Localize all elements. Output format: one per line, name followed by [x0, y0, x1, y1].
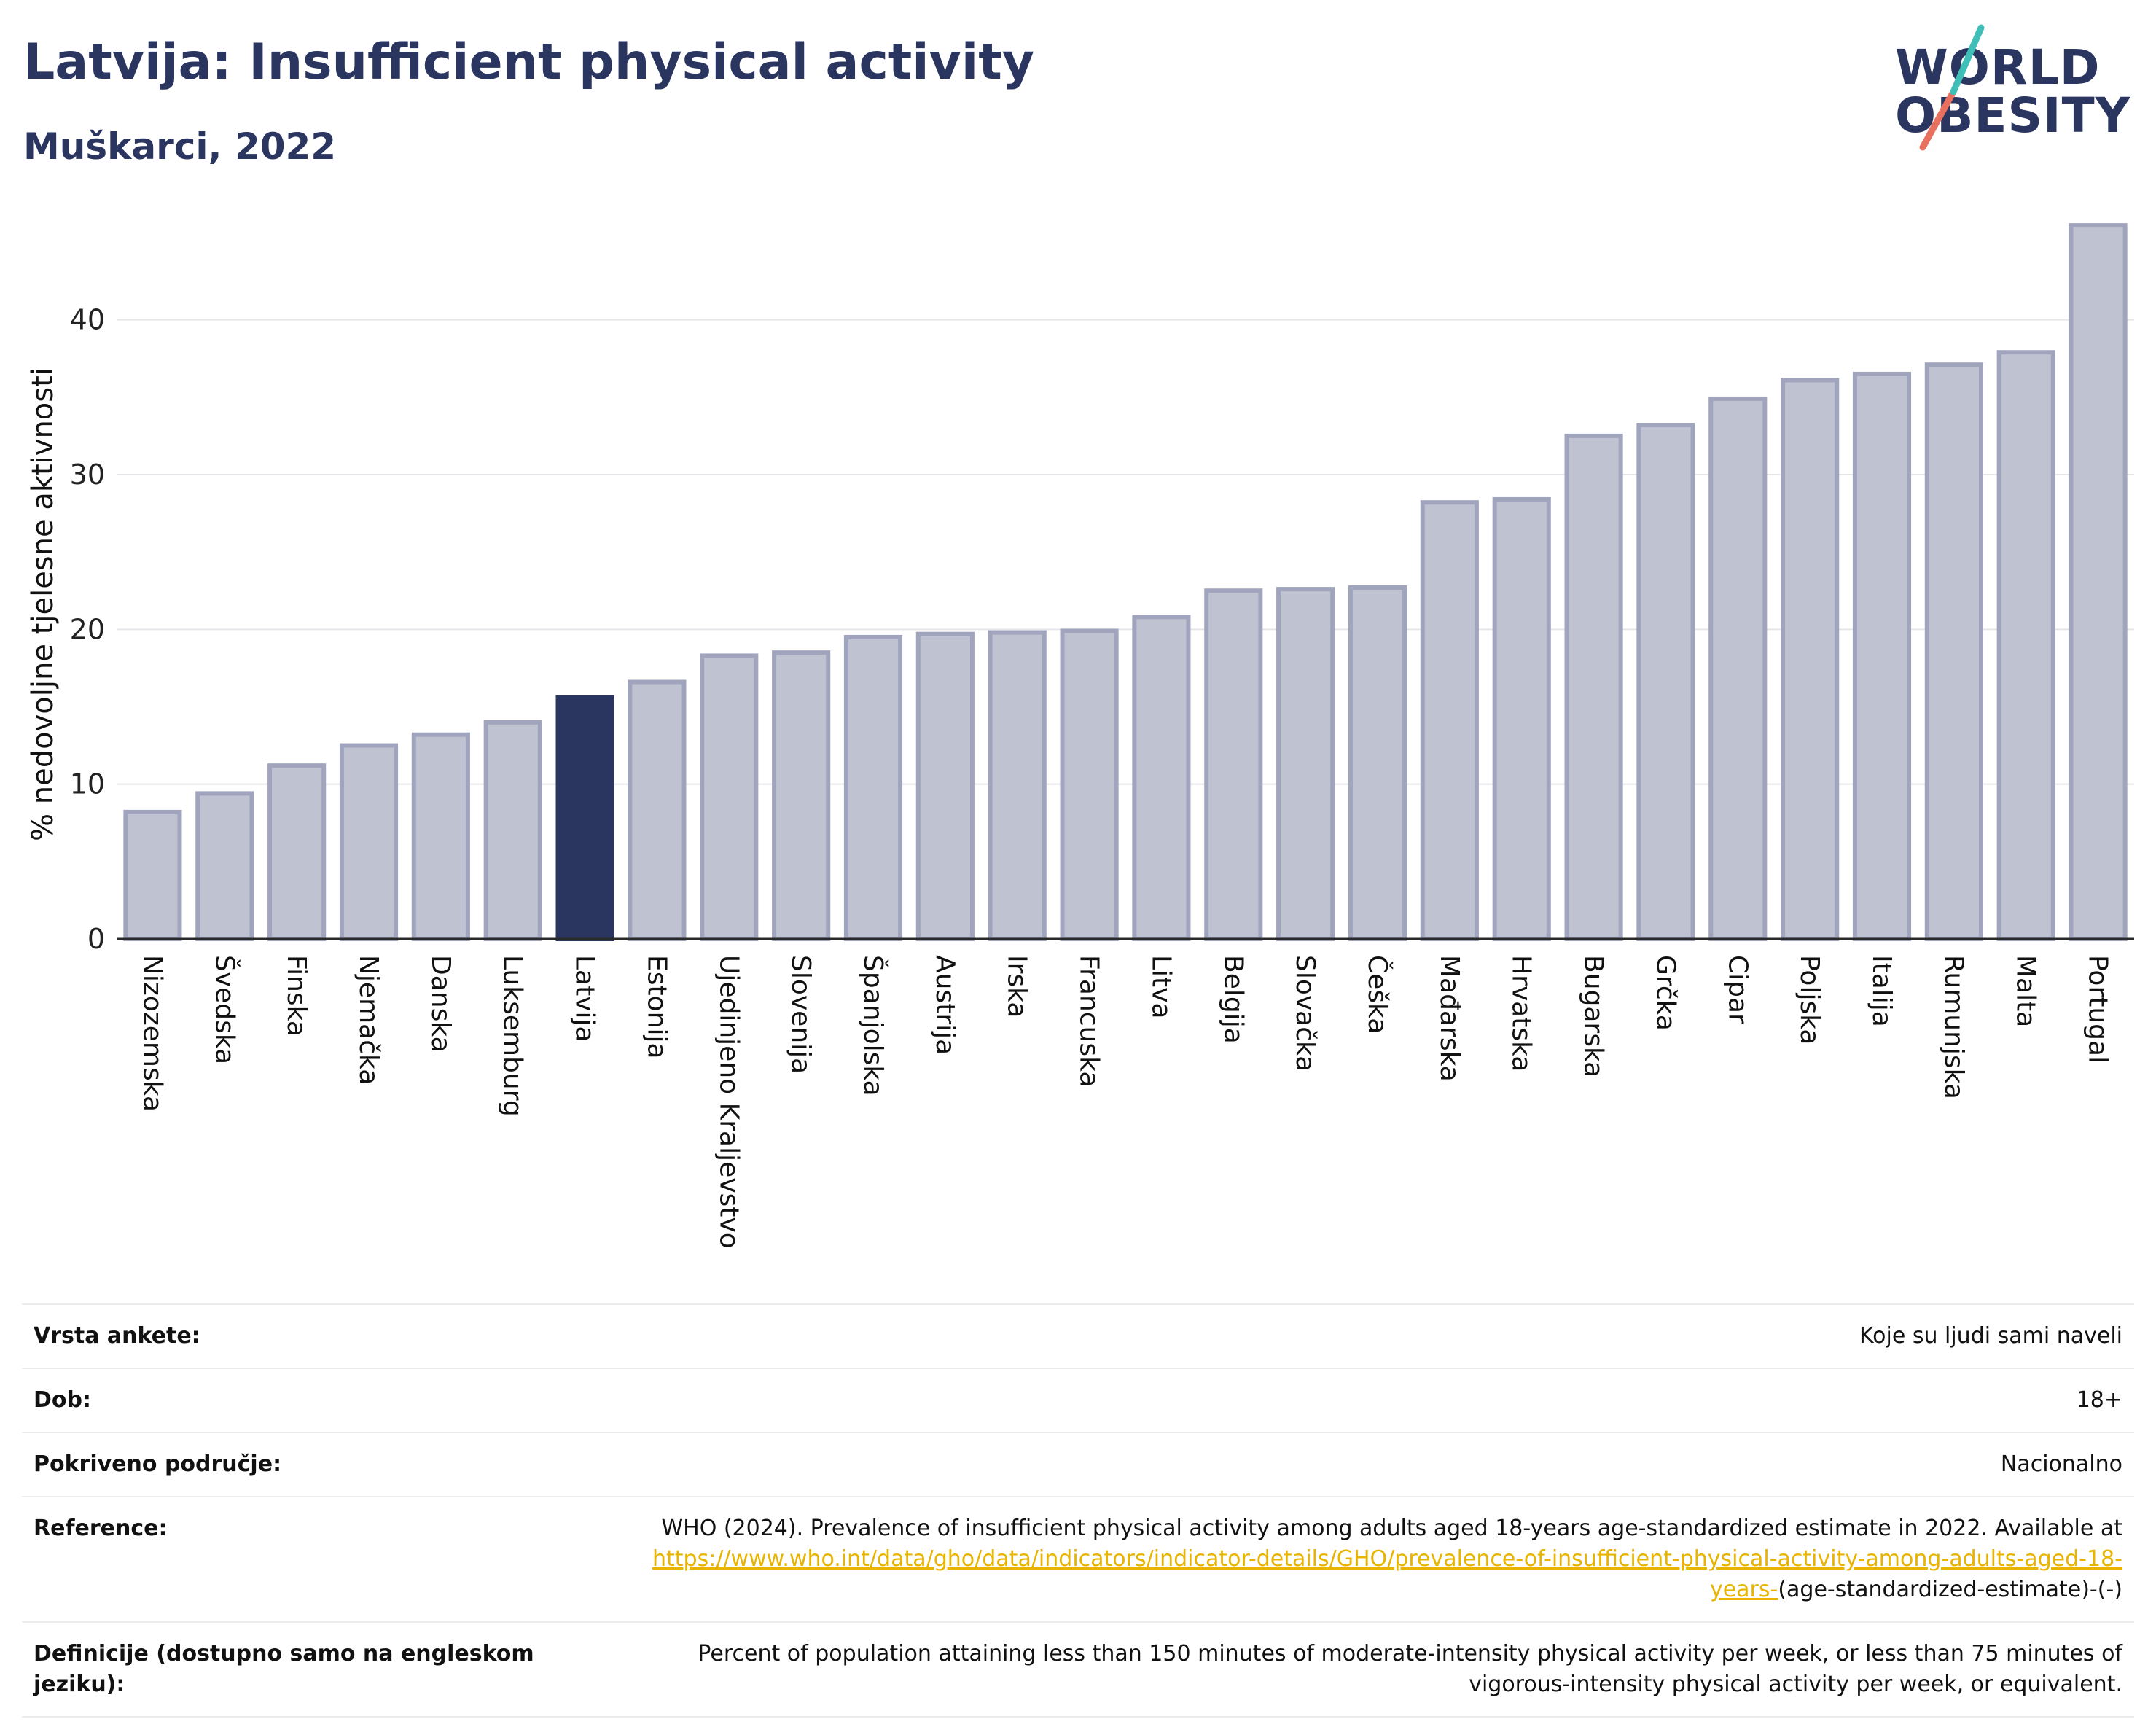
category-labels: Nizozemska Švedska Finska Njemačka Danska Luk…	[137, 955, 2112, 1249]
info-value: 18+	[599, 1368, 2134, 1432]
bar-italija	[1852, 371, 1912, 941]
x-tick-label: Poljska	[1794, 955, 1824, 1045]
reference-link[interactable]: https://www.who.int/data/gho/data/indica…	[652, 1546, 2122, 1602]
bar-estonija	[628, 679, 687, 941]
bar-portugal	[2069, 223, 2128, 941]
y-axis-label: % nedovoljne tjelesne aktivnosti	[26, 367, 60, 841]
info-label: Vrsta ankete:	[22, 1303, 599, 1368]
x-tick-label: Irska	[1002, 955, 1032, 1018]
x-tick-label: Bugarska	[1579, 955, 1609, 1077]
x-tick-label: Nizozemska	[137, 955, 167, 1112]
x-tick-label: Slovačka	[1290, 955, 1320, 1072]
info-value-reference: WHO (2024). Prevalence of insufficient p…	[599, 1496, 2134, 1622]
bar-grčka	[1636, 423, 1695, 941]
x-tick-label: Litva	[1146, 955, 1176, 1019]
info-row-reference: Reference: WHO (2024). Prevalence of ins…	[22, 1496, 2134, 1622]
world-obesity-logo: WORLD OBESITY	[1895, 22, 2136, 153]
bars	[123, 223, 2128, 942]
y-tick-label: 40	[70, 304, 105, 336]
bar-luksemburg	[483, 720, 542, 941]
bar-hrvatska	[1492, 496, 1551, 941]
info-label: Definicije (dostupno samo na engleskom j…	[22, 1621, 599, 1718]
info-row-age: Dob: 18+	[22, 1368, 2134, 1432]
bar-chart: 0 10 20 30 40 % nedovoljne tjelesne aktivnost…	[26, 223, 2134, 1249]
bar-poljska	[1781, 378, 1840, 941]
x-tick-label: Luksemburg	[498, 955, 528, 1117]
logo-slash-icon	[1919, 24, 1985, 151]
bar-irska	[988, 630, 1047, 942]
x-tick-label: Danska	[426, 955, 456, 1053]
bar-slovačka	[1276, 587, 1335, 942]
logo-text-world: WORLD	[1895, 39, 2101, 95]
bar-finska	[267, 763, 327, 941]
info-value: Percent of population attaining less tha…	[599, 1621, 2134, 1718]
bar-bugarska	[1564, 433, 1623, 941]
bar-nizozemska	[123, 809, 182, 942]
info-table: Vrsta ankete: Koje su ljudi sami naveli …	[22, 1303, 2134, 1718]
chart-subtitle: Muškarci, 2022	[23, 125, 337, 168]
info-value: Nacionalno	[599, 1432, 2134, 1497]
x-tick-label: Hrvatska	[1507, 955, 1536, 1072]
x-tick-label: Belgija	[1218, 955, 1248, 1044]
bar-španjolska	[843, 634, 903, 941]
axes: 0 10 20 30 40 % nedovoljne tjelesne aktivnost…	[26, 304, 2134, 955]
info-value: Koje su ljudi sami naveli	[599, 1303, 2134, 1368]
bar-austrija	[915, 631, 975, 942]
x-tick-label: Španjolska	[858, 955, 888, 1096]
info-label: Reference:	[22, 1496, 599, 1622]
x-tick-label: Rumunjska	[1939, 955, 1969, 1099]
y-tick-label: 30	[70, 459, 105, 491]
x-tick-label: Švedska	[209, 955, 240, 1064]
x-tick-label: Cipar	[1722, 955, 1752, 1024]
y-tick-label: 20	[70, 613, 105, 645]
bar-mađarska	[1420, 500, 1479, 941]
bar-rumunjska	[1924, 362, 1983, 941]
bar-danska	[411, 732, 470, 941]
info-row-definitions: Definicije (dostupno samo na engleskom j…	[22, 1621, 2134, 1718]
bar-cipar	[1708, 396, 1768, 941]
x-tick-label: Francuska	[1074, 955, 1104, 1087]
reference-suffix: (age-standardized-estimate)-(-)	[1778, 1577, 2122, 1602]
bar-češka	[1348, 585, 1407, 941]
x-tick-label: Njemačka	[354, 955, 383, 1085]
x-tick-label: Mađarska	[1434, 955, 1464, 1082]
bar-njemačka	[339, 743, 399, 941]
chart-title: Latvija: Insufficient physical activity	[23, 34, 1035, 91]
reference-text: WHO (2024). Prevalence of insufficient p…	[661, 1516, 2122, 1541]
x-tick-label: Estonija	[641, 955, 671, 1059]
bar-ujedinjeno-kraljevstvo	[700, 653, 759, 941]
bar-slovenija	[772, 650, 831, 941]
x-tick-label: Austrija	[930, 955, 960, 1055]
bar-litva	[1132, 615, 1191, 941]
y-tick-label: 10	[70, 768, 105, 800]
x-tick-label: Slovenija	[786, 955, 816, 1074]
bar-francuska	[1060, 628, 1119, 941]
info-row-survey-type: Vrsta ankete: Koje su ljudi sami naveli	[22, 1303, 2134, 1368]
x-tick-label: Finska	[281, 955, 311, 1037]
bar-latvija	[555, 695, 614, 942]
bar-malta	[1996, 350, 2055, 941]
x-tick-label: Češka	[1362, 955, 1393, 1034]
bar-švedska	[195, 791, 254, 942]
x-tick-label: Portugal	[2083, 955, 2113, 1064]
x-tick-label: Italija	[1867, 955, 1897, 1027]
x-tick-label: Latvija	[570, 955, 600, 1042]
x-tick-label: Grčka	[1650, 955, 1680, 1031]
x-tick-label: Ujedinjeno Kraljevstvo	[714, 955, 743, 1249]
info-label: Dob:	[22, 1368, 599, 1432]
bar-belgija	[1204, 588, 1263, 942]
info-label: Pokriveno područje:	[22, 1432, 599, 1497]
info-row-coverage: Pokriveno područje: Nacionalno	[22, 1432, 2134, 1497]
x-tick-label: Malta	[2011, 955, 2041, 1027]
y-tick-label: 0	[87, 923, 105, 955]
